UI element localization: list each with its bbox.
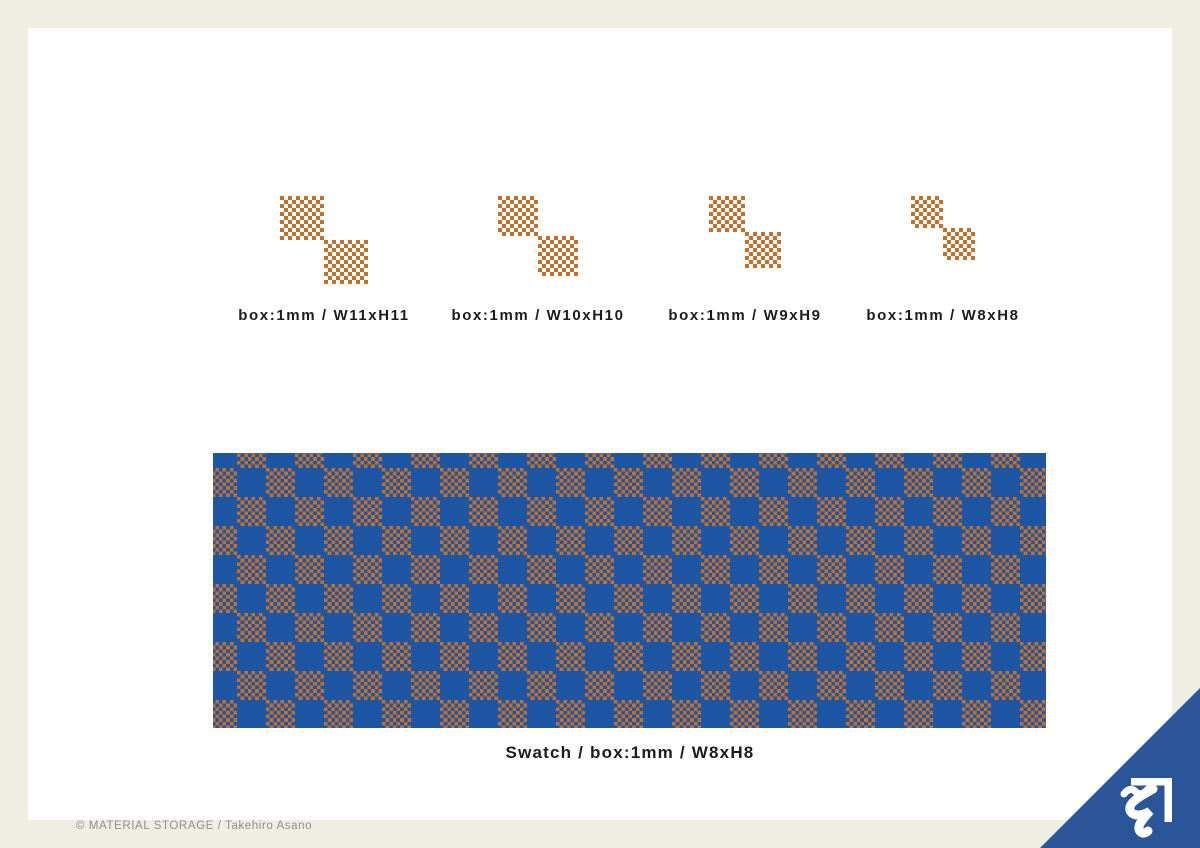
checker-pattern-icon xyxy=(498,196,578,276)
swatch-pattern xyxy=(213,453,1046,728)
material-storage-logo-icon xyxy=(1120,778,1172,838)
checker-sample-w10h10 xyxy=(498,196,578,276)
sample-label-w8h8: box:1mm / W8xH8 xyxy=(866,307,1020,324)
checker-sample-w9h9 xyxy=(709,196,781,268)
swatch-label: Swatch / box:1mm / W8xH8 xyxy=(505,743,755,762)
credit-text: © MATERIAL STORAGE / Takehiro Asano xyxy=(76,820,313,832)
sample-label-w10h10: box:1mm / W10xH10 xyxy=(451,307,625,324)
checker-pattern-icon xyxy=(280,196,368,284)
sample-label-w11h11: box:1mm / W11xH11 xyxy=(238,307,410,324)
brand-corner-triangle xyxy=(1040,688,1200,848)
sample-label-w9h9: box:1mm / W9xH9 xyxy=(668,307,822,324)
checker-sample-w11h11 xyxy=(280,196,368,284)
triangle-shape xyxy=(1040,688,1200,848)
checker-sample-w8h8 xyxy=(911,196,975,260)
checker-pattern-icon xyxy=(911,196,975,260)
checker-pattern-icon xyxy=(709,196,781,268)
specimen-card: box:1mm / W11xH11 box:1mm / W10xH10 box:… xyxy=(28,28,1172,832)
